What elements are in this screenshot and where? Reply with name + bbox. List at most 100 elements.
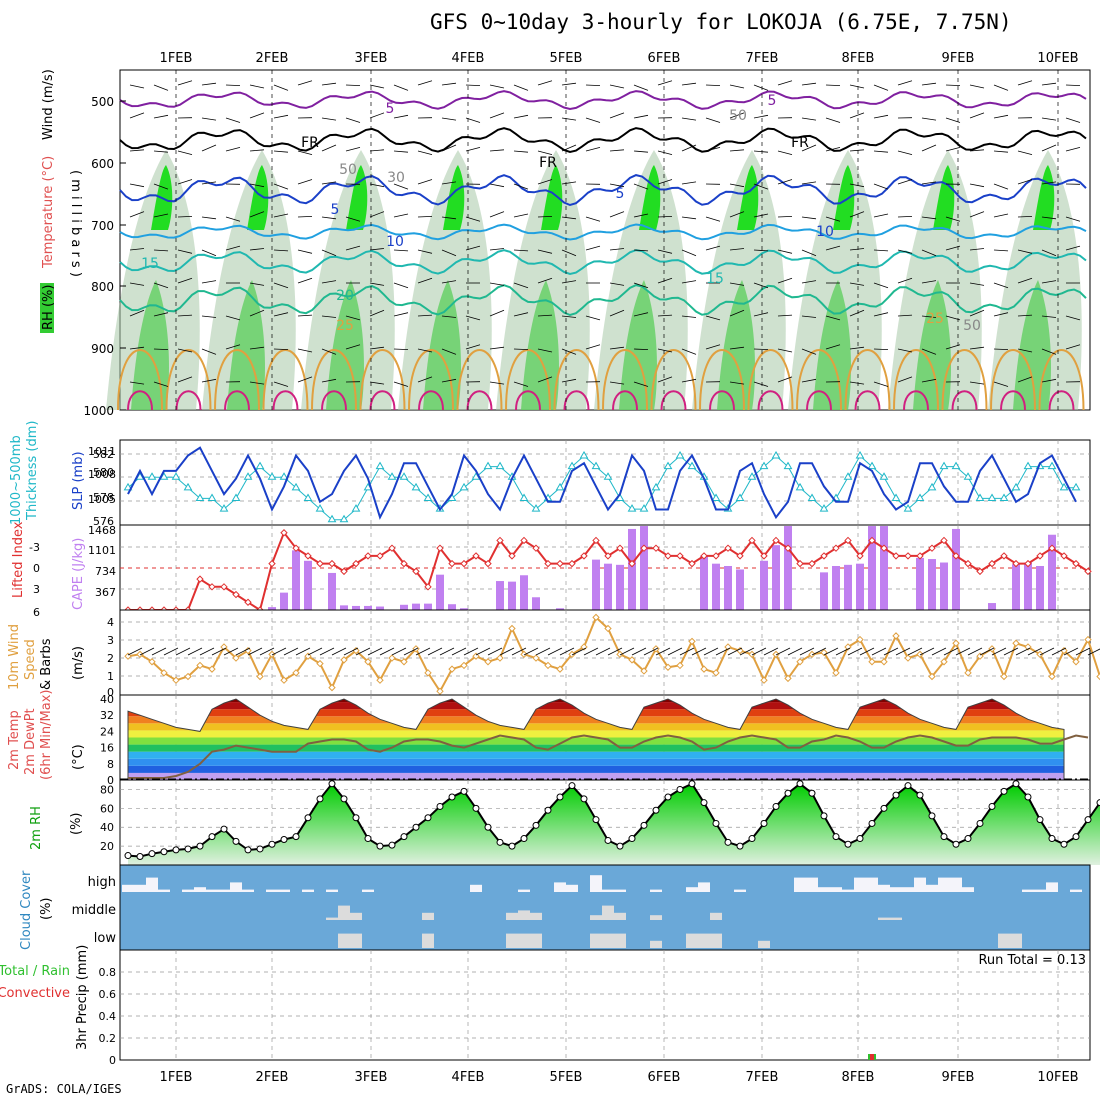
wind10-tick: 2 xyxy=(107,652,114,665)
slp-panel-frame xyxy=(119,439,1091,526)
rh2m-point xyxy=(412,823,420,831)
wind10-barb xyxy=(319,647,335,656)
temp-band xyxy=(128,772,1064,780)
wind10-axis-label-1: 10m Wind xyxy=(7,624,22,690)
thickness-point xyxy=(1047,461,1057,470)
wind-barb xyxy=(225,245,241,251)
date-label-bottom: 7FEB xyxy=(746,1070,779,1085)
cape-bar xyxy=(1024,562,1032,610)
wind-barb xyxy=(633,213,649,218)
wind-barb xyxy=(705,84,721,86)
wind-barb xyxy=(537,376,553,383)
wind-barb xyxy=(801,216,817,220)
wind-barb xyxy=(441,378,457,383)
wind-barb xyxy=(297,216,313,218)
wind-barb xyxy=(129,183,145,188)
pressure-level-label: 1000 xyxy=(83,404,114,418)
wind-barb xyxy=(273,213,289,218)
wind-barb xyxy=(609,149,625,152)
wind10-barb xyxy=(679,647,695,656)
wind-speed-point xyxy=(424,669,432,677)
wind-barb xyxy=(681,378,697,383)
isotherm-25 xyxy=(941,349,988,411)
thickness-point xyxy=(843,472,853,480)
contour-label: 15 xyxy=(141,256,159,272)
wind-barb xyxy=(297,80,313,86)
wind-speed-point xyxy=(904,654,912,662)
thickness-point xyxy=(579,450,589,459)
wind-barb xyxy=(873,312,889,317)
rh2m-point xyxy=(976,819,984,827)
cape-bar xyxy=(724,565,732,610)
rh2m-point xyxy=(868,819,876,827)
wind10-barb xyxy=(739,647,755,656)
rh2m-point xyxy=(280,836,288,843)
cape-tick: 1101 xyxy=(88,544,116,557)
rh2m-point xyxy=(1096,799,1100,807)
rh2m-point xyxy=(652,806,660,814)
lifted-index-point xyxy=(604,552,612,560)
wind-barb xyxy=(1017,249,1033,254)
thickness-point xyxy=(267,472,277,480)
lifted-index-point xyxy=(916,552,924,560)
lifted-index-point xyxy=(388,544,396,552)
wind-speed-point xyxy=(220,643,228,651)
lifted-index-point xyxy=(424,583,432,591)
rh2m-point xyxy=(880,804,888,812)
wind-barb xyxy=(873,381,889,387)
date-label-top: 10FEB xyxy=(1037,51,1078,66)
wind-barb xyxy=(777,314,793,317)
cloud-bar xyxy=(926,884,938,892)
wind-barb xyxy=(1065,117,1081,123)
thickness-point xyxy=(939,461,949,470)
rh2m-point xyxy=(724,838,732,846)
rh-tick: 60 xyxy=(100,802,114,815)
isotherm-25 xyxy=(456,349,503,411)
wind-barb xyxy=(201,181,217,185)
wind-barb xyxy=(1065,147,1081,152)
wind-barb xyxy=(873,84,889,91)
wind-barb xyxy=(657,277,673,284)
contour-label: FR xyxy=(301,135,319,151)
wind-barb xyxy=(177,150,193,155)
wind-speed-point xyxy=(328,683,336,692)
wind-barb xyxy=(729,211,745,218)
wind-barb xyxy=(777,179,793,185)
wind-barb xyxy=(561,181,577,185)
wind-speed-point xyxy=(1036,650,1044,659)
rh2m-point xyxy=(676,785,684,793)
rh2m-point xyxy=(244,846,252,854)
wind10-barb xyxy=(151,647,167,656)
rh2m-point xyxy=(148,850,156,858)
wind-barb xyxy=(681,280,697,284)
wind10-barb xyxy=(571,647,587,656)
wind-barb xyxy=(1017,314,1033,317)
cape-bar xyxy=(916,557,924,610)
wind-barb xyxy=(417,277,433,284)
wind-barb xyxy=(657,216,673,218)
wind-barb xyxy=(321,144,337,152)
cloud-bar xyxy=(614,933,626,948)
rh-shade-high xyxy=(1013,280,1051,410)
lifted-index-point xyxy=(952,552,960,560)
wind10-barb xyxy=(1015,647,1031,656)
cloud-bar xyxy=(182,889,194,892)
rh-shade-peak xyxy=(247,165,269,230)
wind-barb xyxy=(633,312,649,317)
wind-barb xyxy=(297,150,313,155)
contour-label: 5 xyxy=(616,186,625,202)
wind-barb xyxy=(249,381,265,385)
thickness-tick: 578 xyxy=(93,491,114,504)
wind10-barb xyxy=(547,647,563,656)
wind-barb xyxy=(777,348,793,353)
precip-tick: 0.8 xyxy=(99,966,117,979)
wind-barb xyxy=(561,249,577,257)
wind10-barb xyxy=(967,647,983,656)
lifted-index-point xyxy=(880,544,888,552)
wind-barb xyxy=(921,144,937,152)
cape-bar xyxy=(496,581,504,610)
lifted-index-point xyxy=(820,552,828,560)
rh-axis-label: RH (%) xyxy=(41,285,56,330)
wind-barb xyxy=(993,114,1009,119)
wind-barb xyxy=(705,245,721,251)
